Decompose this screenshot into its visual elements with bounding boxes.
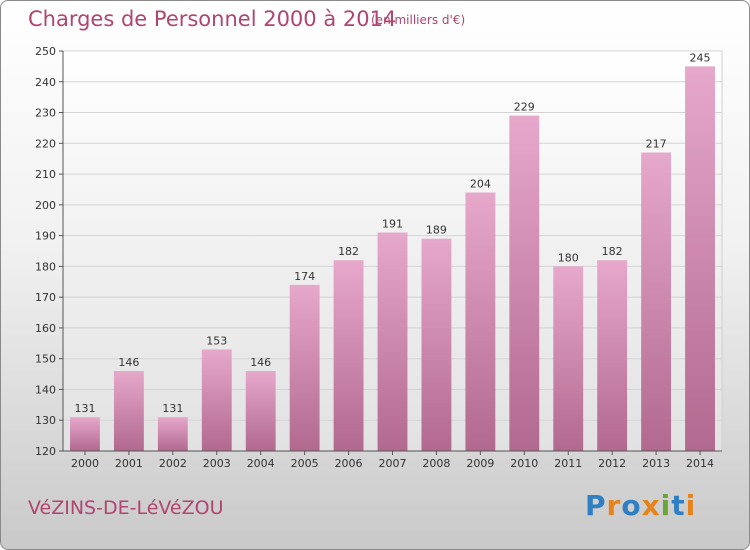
bar-2009 [465,192,496,452]
y-tick-label: 180 [35,260,56,273]
x-tick-label: 2001 [115,457,143,470]
value-label-2013: 217 [646,138,667,151]
x-tick-label: 2006 [335,457,363,470]
y-tick-label: 120 [35,445,56,458]
value-label-2012: 182 [602,245,623,258]
y-tick-label: 230 [35,107,56,120]
logo-letter: P [585,489,607,522]
value-label-2007: 191 [382,218,403,231]
bar-2001 [113,371,144,451]
x-tick-label: 2007 [379,457,407,470]
x-tick-label: 2013 [642,457,670,470]
bar-2005 [289,284,320,451]
bar-2012 [597,260,628,451]
commune-name: VéZINS-DE-LéVéZOU [28,497,224,519]
logo-letter: o [621,489,642,522]
bars [70,66,715,452]
bar-2014 [685,66,715,451]
value-label-2008: 189 [426,224,447,237]
chart-title: Charges de Personnel 2000 à 2014 [28,7,397,31]
value-label-2002: 131 [162,402,183,415]
bar-2003 [201,349,232,451]
logo-letter: x [641,489,661,522]
value-label-2006: 182 [338,245,359,258]
y-tick-label: 150 [35,353,56,366]
chart-subtitle: (en milliers d'€) [371,13,466,27]
y-tick-label: 210 [35,168,56,181]
y-tick-label: 190 [35,230,56,243]
value-labels: 131 146 131 153 146 174 182 191 189 204 229 180 182 2… [74,51,710,415]
y-tick-label: 130 [35,414,56,427]
x-tick-label: 2003 [203,457,231,470]
x-tick-label: 2010 [510,457,538,470]
value-label-2005: 174 [294,270,315,283]
x-tick-label: 2008 [422,457,450,470]
x-tick-label: 2004 [247,457,275,470]
logo-letter: i [685,489,697,522]
bar-2004 [245,371,276,451]
x-tick-label: 2002 [159,457,187,470]
y-tick-label: 160 [35,322,56,335]
y-tick-label: 240 [35,76,56,89]
value-label-2004: 146 [250,356,271,369]
value-label-2011: 180 [558,251,579,264]
bar-2010 [509,115,540,451]
y-axis: 120 130 140 150 160 170 180 190 200 210 220 230 240 2… [35,45,64,458]
y-tick-label: 200 [35,199,56,212]
bar-2002 [157,417,188,451]
y-tick-label: 250 [35,45,56,58]
bar-2007 [377,232,408,451]
x-tick-label: 2009 [466,457,494,470]
x-tick-label: 2014 [686,457,714,470]
value-label-2009: 204 [470,178,491,191]
bar-2000 [70,417,100,451]
y-tick-label: 140 [35,383,56,396]
x-tick-label: 2011 [554,457,582,470]
value-label-2014: 245 [690,51,711,64]
y-tick-label: 170 [35,291,56,304]
y-tick-label: 220 [35,137,56,150]
logo-letter: i [660,489,672,522]
x-tick-label: 2005 [291,457,319,470]
bar-2008 [421,238,452,451]
logo-letter: t [671,489,686,522]
logo-letter: r [606,489,622,522]
x-tick-label: 2012 [598,457,626,470]
proxiti-logo: Proxiti [585,489,696,522]
value-label-2003: 153 [206,334,227,347]
x-tick-label: 2000 [71,457,99,470]
bar-2011 [553,266,584,451]
value-label-2001: 146 [118,356,139,369]
bar-2006 [333,260,364,451]
value-label-2000: 131 [74,402,95,415]
bar-2013 [641,152,672,452]
x-axis: 2000 2001 2002 2003 2004 2005 2006 2007 2008 2009… [63,450,722,470]
value-label-2010: 229 [514,101,535,114]
